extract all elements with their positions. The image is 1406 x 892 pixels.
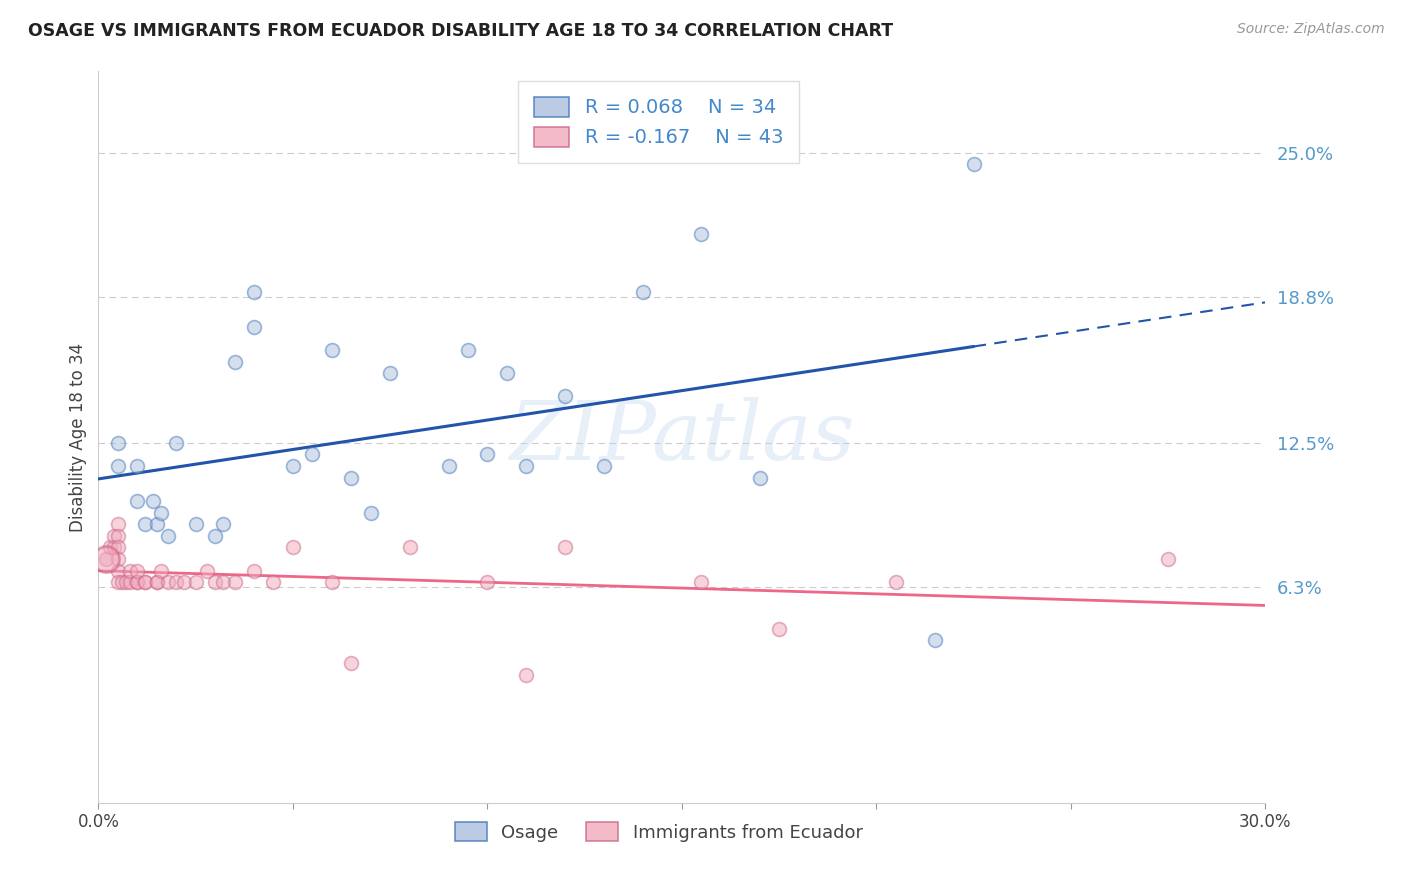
Point	[96, 552, 118, 566]
Point	[114, 575, 136, 590]
Point	[690, 575, 713, 590]
Point	[127, 459, 149, 474]
Point	[134, 575, 156, 590]
Point	[149, 506, 172, 520]
Point	[748, 471, 770, 485]
Point	[281, 459, 304, 474]
Point	[360, 506, 382, 520]
Point	[924, 633, 946, 648]
Point	[111, 575, 134, 590]
Point	[134, 517, 156, 532]
Point	[107, 575, 129, 590]
Point	[127, 494, 149, 508]
Point	[1157, 552, 1180, 566]
Y-axis label: Disability Age 18 to 34: Disability Age 18 to 34	[69, 343, 87, 532]
Point	[496, 366, 519, 380]
Point	[768, 622, 790, 636]
Point	[157, 575, 180, 590]
Point	[212, 575, 235, 590]
Point	[118, 564, 141, 578]
Point	[127, 575, 149, 590]
Point	[262, 575, 284, 590]
Point	[127, 564, 149, 578]
Point	[107, 552, 129, 566]
Point	[301, 448, 323, 462]
Point	[593, 459, 616, 474]
Point	[103, 541, 125, 555]
Point	[477, 448, 499, 462]
Point	[515, 668, 537, 682]
Point	[631, 285, 654, 299]
Point	[340, 471, 363, 485]
Point	[243, 319, 266, 334]
Point	[340, 657, 363, 671]
Point	[146, 517, 169, 532]
Point	[127, 575, 149, 590]
Point	[173, 575, 195, 590]
Point	[157, 529, 180, 543]
Point	[195, 564, 218, 578]
Point	[98, 541, 121, 555]
Point	[149, 564, 172, 578]
Point	[103, 529, 125, 543]
Point	[515, 459, 537, 474]
Point	[281, 541, 304, 555]
Point	[204, 575, 226, 590]
Point	[107, 517, 129, 532]
Point	[165, 436, 187, 450]
Point	[212, 517, 235, 532]
Point	[142, 494, 165, 508]
Text: ZIPatlas: ZIPatlas	[509, 397, 855, 477]
Point	[962, 157, 984, 171]
Point	[321, 575, 343, 590]
Point	[398, 541, 420, 555]
Point	[184, 575, 207, 590]
Point	[107, 564, 129, 578]
Point	[224, 354, 246, 368]
Legend: Osage, Immigrants from Ecuador: Osage, Immigrants from Ecuador	[440, 808, 877, 856]
Point	[457, 343, 479, 357]
Text: OSAGE VS IMMIGRANTS FROM ECUADOR DISABILITY AGE 18 TO 34 CORRELATION CHART: OSAGE VS IMMIGRANTS FROM ECUADOR DISABIL…	[28, 22, 893, 40]
Point	[437, 459, 460, 474]
Text: Source: ZipAtlas.com: Source: ZipAtlas.com	[1237, 22, 1385, 37]
Point	[380, 366, 402, 380]
Point	[884, 575, 907, 590]
Point	[321, 343, 343, 357]
Point	[243, 564, 266, 578]
Point	[690, 227, 713, 241]
Point	[107, 459, 129, 474]
Point	[554, 541, 576, 555]
Point	[243, 285, 266, 299]
Point	[204, 529, 226, 543]
Point	[107, 529, 129, 543]
Point	[96, 552, 118, 566]
Point	[184, 517, 207, 532]
Point	[477, 575, 499, 590]
Point	[146, 575, 169, 590]
Point	[107, 541, 129, 555]
Point	[554, 389, 576, 403]
Point	[224, 575, 246, 590]
Point	[118, 575, 141, 590]
Point	[165, 575, 187, 590]
Point	[107, 436, 129, 450]
Point	[146, 575, 169, 590]
Point	[134, 575, 156, 590]
